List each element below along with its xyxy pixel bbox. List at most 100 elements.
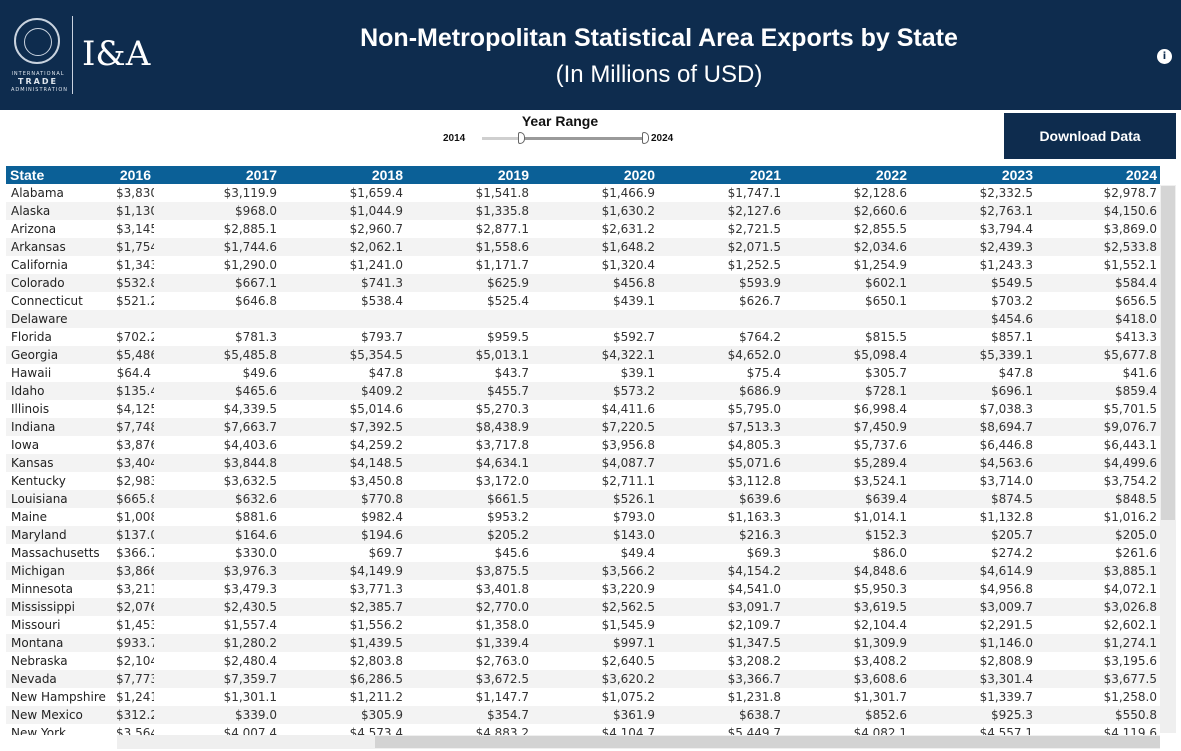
export-value-cell: $857.1	[991, 330, 1033, 344]
export-value-cell: $525.4	[487, 294, 529, 308]
table-row: Missouri $1,453.0 $1,557.4 $1,556.2 $1,358.0…	[6, 616, 1160, 634]
column-header-state[interactable]: State	[10, 167, 45, 183]
state-name-cell: Nevada	[11, 672, 57, 686]
table-row: Maryland $137.0 $164.6 $194.6 $205.2 $143.0 $2…	[6, 526, 1160, 544]
export-value-cell: $4,652.0	[727, 348, 781, 362]
export-value-cell: $2,480.4	[223, 654, 277, 668]
table-body: Alabama $3,830.8 $3,119.9 $1,659.4 $1,541.8 $…	[6, 184, 1160, 735]
state-name-cell: California	[11, 258, 68, 272]
export-value-cell: $1,258.0	[1103, 690, 1157, 704]
state-name-cell: Nebraska	[11, 654, 68, 668]
year-range-start-handle[interactable]	[518, 132, 525, 144]
export-value-cell: $1,301.7	[853, 690, 907, 704]
export-value-cell: $852.6	[865, 708, 907, 722]
export-value-cell: $2,062.1	[349, 240, 403, 254]
column-header-year[interactable]: 2017	[245, 167, 277, 183]
export-value-cell: $4,883.2	[475, 726, 529, 735]
export-value-cell: $625.9	[487, 276, 529, 290]
export-value-cell: $366.7	[116, 546, 154, 560]
column-header-year[interactable]: 2022	[875, 167, 907, 183]
table-row: Kentucky $2,983.1 $3,632.5 $3,450.8 $3,172.0…	[6, 472, 1160, 490]
export-value-cell: $639.6	[739, 492, 781, 506]
table-row: New York $3,564.6 $4,007.4 $4,573.4 $4,883.2…	[6, 724, 1160, 735]
export-value-cell: $3,366.7	[727, 672, 781, 686]
info-icon[interactable]: i	[1157, 49, 1172, 64]
state-name-cell: Indiana	[11, 420, 56, 434]
export-value-cell: $5,737.6	[853, 438, 907, 452]
export-value-cell: $4,119.6	[1103, 726, 1157, 735]
export-value-cell: $3,754.2	[1103, 474, 1157, 488]
export-value-cell: $959.5	[487, 330, 529, 344]
export-value-cell: $1,130.3	[116, 204, 154, 218]
column-header-year[interactable]: 2021	[749, 167, 781, 183]
column-header-year[interactable]: 2018	[371, 167, 403, 183]
export-value-cell: $5,339.1	[979, 348, 1033, 362]
export-value-cell: $3,956.8	[601, 438, 655, 452]
export-value-cell: $194.6	[361, 528, 403, 542]
export-value-cell: $152.3	[865, 528, 907, 542]
export-value-cell: $2,128.6	[853, 186, 907, 200]
column-header-year[interactable]: 2024	[1125, 167, 1157, 183]
export-value-cell: $5,677.8	[1103, 348, 1157, 362]
year-range-end-handle[interactable]	[642, 132, 649, 144]
export-value-cell: $2,721.5	[727, 222, 781, 236]
export-value-cell: $8,694.7	[979, 420, 1033, 434]
export-value-cell: $47.8	[998, 366, 1033, 380]
header-bar: INTERNATIONAL TRADE ADMINISTRATION I&A N…	[0, 0, 1181, 110]
export-value-cell: $2,533.8	[1103, 240, 1157, 254]
export-value-cell: $454.6	[991, 312, 1033, 326]
export-value-cell: $549.5	[991, 276, 1033, 290]
export-value-cell: $925.3	[991, 708, 1033, 722]
export-value-cell: $4,956.8	[979, 582, 1033, 596]
vertical-scrollbar-thumb[interactable]	[1161, 186, 1175, 520]
export-value-cell: $2,430.5	[223, 600, 277, 614]
agency-line-3: ADMINISTRATION	[11, 87, 69, 93]
horizontal-scrollbar-thumb[interactable]	[375, 736, 1160, 748]
export-value-cell: $702.2	[116, 330, 154, 344]
table-row: California $1,343.3 $1,290.0 $1,241.0 $1,171…	[6, 256, 1160, 274]
export-value-cell: $4,104.7	[601, 726, 655, 735]
export-value-cell: $661.5	[487, 492, 529, 506]
column-header-year[interactable]: 2020	[623, 167, 655, 183]
export-value-cell: $5,486.1	[116, 348, 154, 362]
export-value-cell: $532.8	[116, 276, 154, 290]
export-value-cell: $305.7	[865, 366, 907, 380]
export-value-cell: $3,404.6	[116, 456, 154, 470]
state-name-cell: Montana	[11, 636, 64, 650]
export-value-cell: $1,556.2	[349, 618, 403, 632]
export-value-cell: $2,109.7	[727, 618, 781, 632]
column-header-year[interactable]: 2016	[119, 167, 151, 183]
export-value-cell: $3,026.8	[1103, 600, 1157, 614]
export-value-cell: $2,640.5	[601, 654, 655, 668]
export-value-cell: $3,866.7	[116, 564, 154, 578]
export-value-cell: $7,663.7	[223, 420, 277, 434]
export-value-cell: $3,875.5	[475, 564, 529, 578]
export-value-cell: $2,631.2	[601, 222, 655, 236]
export-value-cell: $4,087.7	[601, 456, 655, 470]
table-row: Nevada $7,773.9 $7,359.7 $6,286.5 $3,672.5 $3…	[6, 670, 1160, 688]
page-subtitle: (In Millions of USD)	[555, 61, 763, 88]
export-value-cell: $881.6	[235, 510, 277, 524]
export-value-cell: $3,632.5	[223, 474, 277, 488]
column-header-year[interactable]: 2019	[497, 167, 529, 183]
export-value-cell: $1,747.1	[727, 186, 781, 200]
table-row: Alaska $1,130.3 $968.0 $1,044.9 $1,335.8 $1,6…	[6, 202, 1160, 220]
export-value-cell: $538.4	[361, 294, 403, 308]
export-value-cell: $3,301.4	[979, 672, 1033, 686]
table-row: Idaho $135.4 $465.6 $409.2 $455.7 $573.2 $686.…	[6, 382, 1160, 400]
export-value-cell: $639.4	[865, 492, 907, 506]
download-data-button[interactable]: Download Data	[1004, 113, 1176, 159]
state-name-cell: Maryland	[11, 528, 67, 542]
export-value-cell: $164.6	[235, 528, 277, 542]
export-value-cell: $137.0	[116, 528, 154, 542]
export-value-cell: $2,127.6	[727, 204, 781, 218]
export-value-cell: $2,855.5	[853, 222, 907, 236]
export-value-cell: $626.7	[739, 294, 781, 308]
export-value-cell: $43.7	[494, 366, 529, 380]
export-value-cell: $69.3	[746, 546, 781, 560]
export-value-cell: $1,557.4	[223, 618, 277, 632]
exports-table-container[interactable]: State 2016 2017 2018 2019 2020 2021 2022 2023 202…	[6, 166, 1160, 735]
column-header-year[interactable]: 2023	[1001, 167, 1033, 183]
export-value-cell: $4,411.6	[601, 402, 655, 416]
export-value-cell: $2,763.0	[475, 654, 529, 668]
